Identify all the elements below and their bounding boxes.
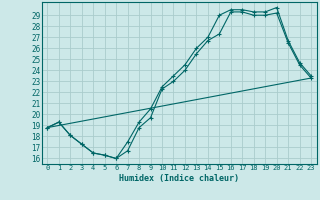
- X-axis label: Humidex (Indice chaleur): Humidex (Indice chaleur): [119, 174, 239, 183]
